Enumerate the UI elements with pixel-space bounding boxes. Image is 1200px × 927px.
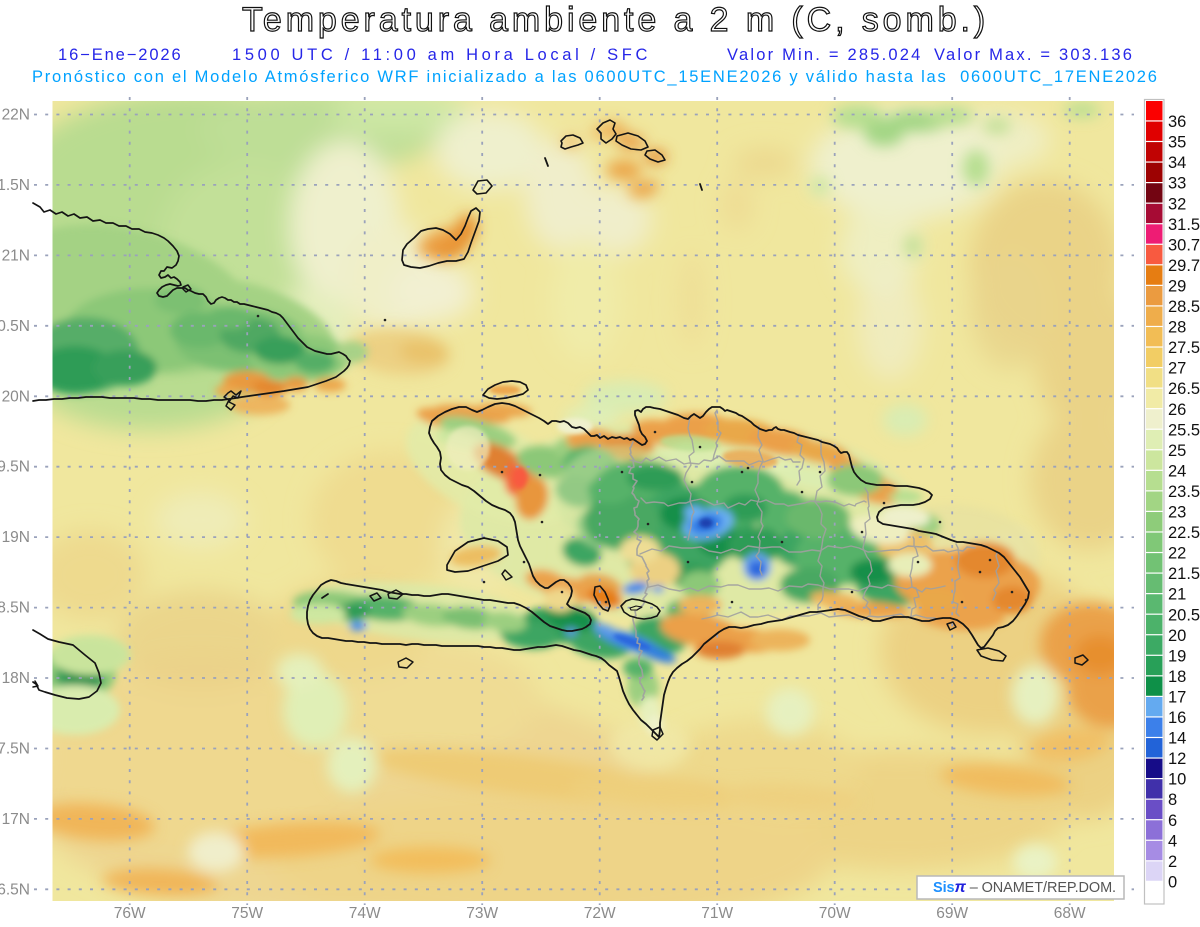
svg-text:69W: 69W bbox=[936, 905, 968, 922]
svg-text:21: 21 bbox=[1168, 586, 1186, 604]
svg-text:21N: 21N bbox=[2, 247, 30, 264]
svg-text:31.5: 31.5 bbox=[1168, 216, 1200, 234]
svg-text:22N: 22N bbox=[2, 107, 30, 124]
svg-text:32: 32 bbox=[1168, 195, 1186, 213]
svg-text:23: 23 bbox=[1168, 504, 1186, 522]
svg-text:34: 34 bbox=[1168, 154, 1186, 172]
svg-text:20: 20 bbox=[1168, 627, 1186, 645]
svg-text:16: 16 bbox=[1168, 709, 1186, 727]
svg-text:28: 28 bbox=[1168, 319, 1186, 337]
svg-text:73W: 73W bbox=[466, 905, 498, 922]
svg-text:33: 33 bbox=[1168, 175, 1186, 193]
svg-text:19: 19 bbox=[1168, 647, 1186, 665]
svg-text:18: 18 bbox=[1168, 668, 1186, 686]
svg-text:28.5: 28.5 bbox=[1168, 298, 1200, 316]
svg-text:22.5: 22.5 bbox=[1168, 524, 1200, 542]
svg-text:6: 6 bbox=[1168, 812, 1177, 830]
svg-text:24: 24 bbox=[1168, 462, 1186, 480]
svg-text:4: 4 bbox=[1168, 832, 1177, 850]
svg-text:20N: 20N bbox=[2, 388, 30, 405]
svg-text:25.5: 25.5 bbox=[1168, 421, 1200, 439]
svg-text:23.5: 23.5 bbox=[1168, 483, 1200, 501]
svg-text:17: 17 bbox=[1168, 689, 1186, 707]
svg-text:17N: 17N bbox=[2, 811, 30, 828]
svg-text:68W: 68W bbox=[1054, 905, 1086, 922]
svg-text:75W: 75W bbox=[231, 905, 263, 922]
svg-text:12: 12 bbox=[1168, 750, 1186, 768]
svg-text:35: 35 bbox=[1168, 134, 1186, 152]
svg-text:76W: 76W bbox=[114, 905, 146, 922]
svg-text:22: 22 bbox=[1168, 545, 1186, 563]
svg-text:9.5N: 9.5N bbox=[0, 459, 30, 476]
svg-text:27: 27 bbox=[1168, 360, 1186, 378]
svg-text:21.5: 21.5 bbox=[1168, 565, 1200, 583]
svg-text:30.7: 30.7 bbox=[1168, 236, 1200, 254]
svg-text:25: 25 bbox=[1168, 442, 1186, 460]
svg-text:27.5: 27.5 bbox=[1168, 339, 1200, 357]
svg-text:0.5N: 0.5N bbox=[0, 318, 30, 335]
svg-text:14: 14 bbox=[1168, 730, 1186, 748]
svg-text:36: 36 bbox=[1168, 113, 1186, 131]
svg-text:1.5N: 1.5N bbox=[0, 177, 30, 194]
svg-text:2: 2 bbox=[1168, 853, 1177, 871]
svg-text:26: 26 bbox=[1168, 401, 1186, 419]
svg-text:26.5: 26.5 bbox=[1168, 380, 1200, 398]
svg-text:Sisπ – ONAMET/REP.DOM.: Sisπ – ONAMET/REP.DOM. bbox=[933, 879, 1116, 896]
svg-text:18N: 18N bbox=[2, 670, 30, 687]
svg-text:10: 10 bbox=[1168, 771, 1186, 789]
svg-text:74W: 74W bbox=[349, 905, 381, 922]
svg-text:70W: 70W bbox=[819, 905, 851, 922]
svg-text:29: 29 bbox=[1168, 278, 1186, 296]
svg-text:71W: 71W bbox=[701, 905, 733, 922]
svg-text:29.7: 29.7 bbox=[1168, 257, 1200, 275]
svg-text:8: 8 bbox=[1168, 791, 1177, 809]
svg-text:8.5N: 8.5N bbox=[0, 600, 30, 617]
svg-text:7.5N: 7.5N bbox=[0, 741, 30, 758]
svg-text:20.5: 20.5 bbox=[1168, 606, 1200, 624]
svg-text:0: 0 bbox=[1168, 873, 1177, 891]
svg-text:72W: 72W bbox=[584, 905, 616, 922]
svg-text:19N: 19N bbox=[2, 529, 30, 546]
svg-text:6.5N: 6.5N bbox=[0, 881, 30, 898]
